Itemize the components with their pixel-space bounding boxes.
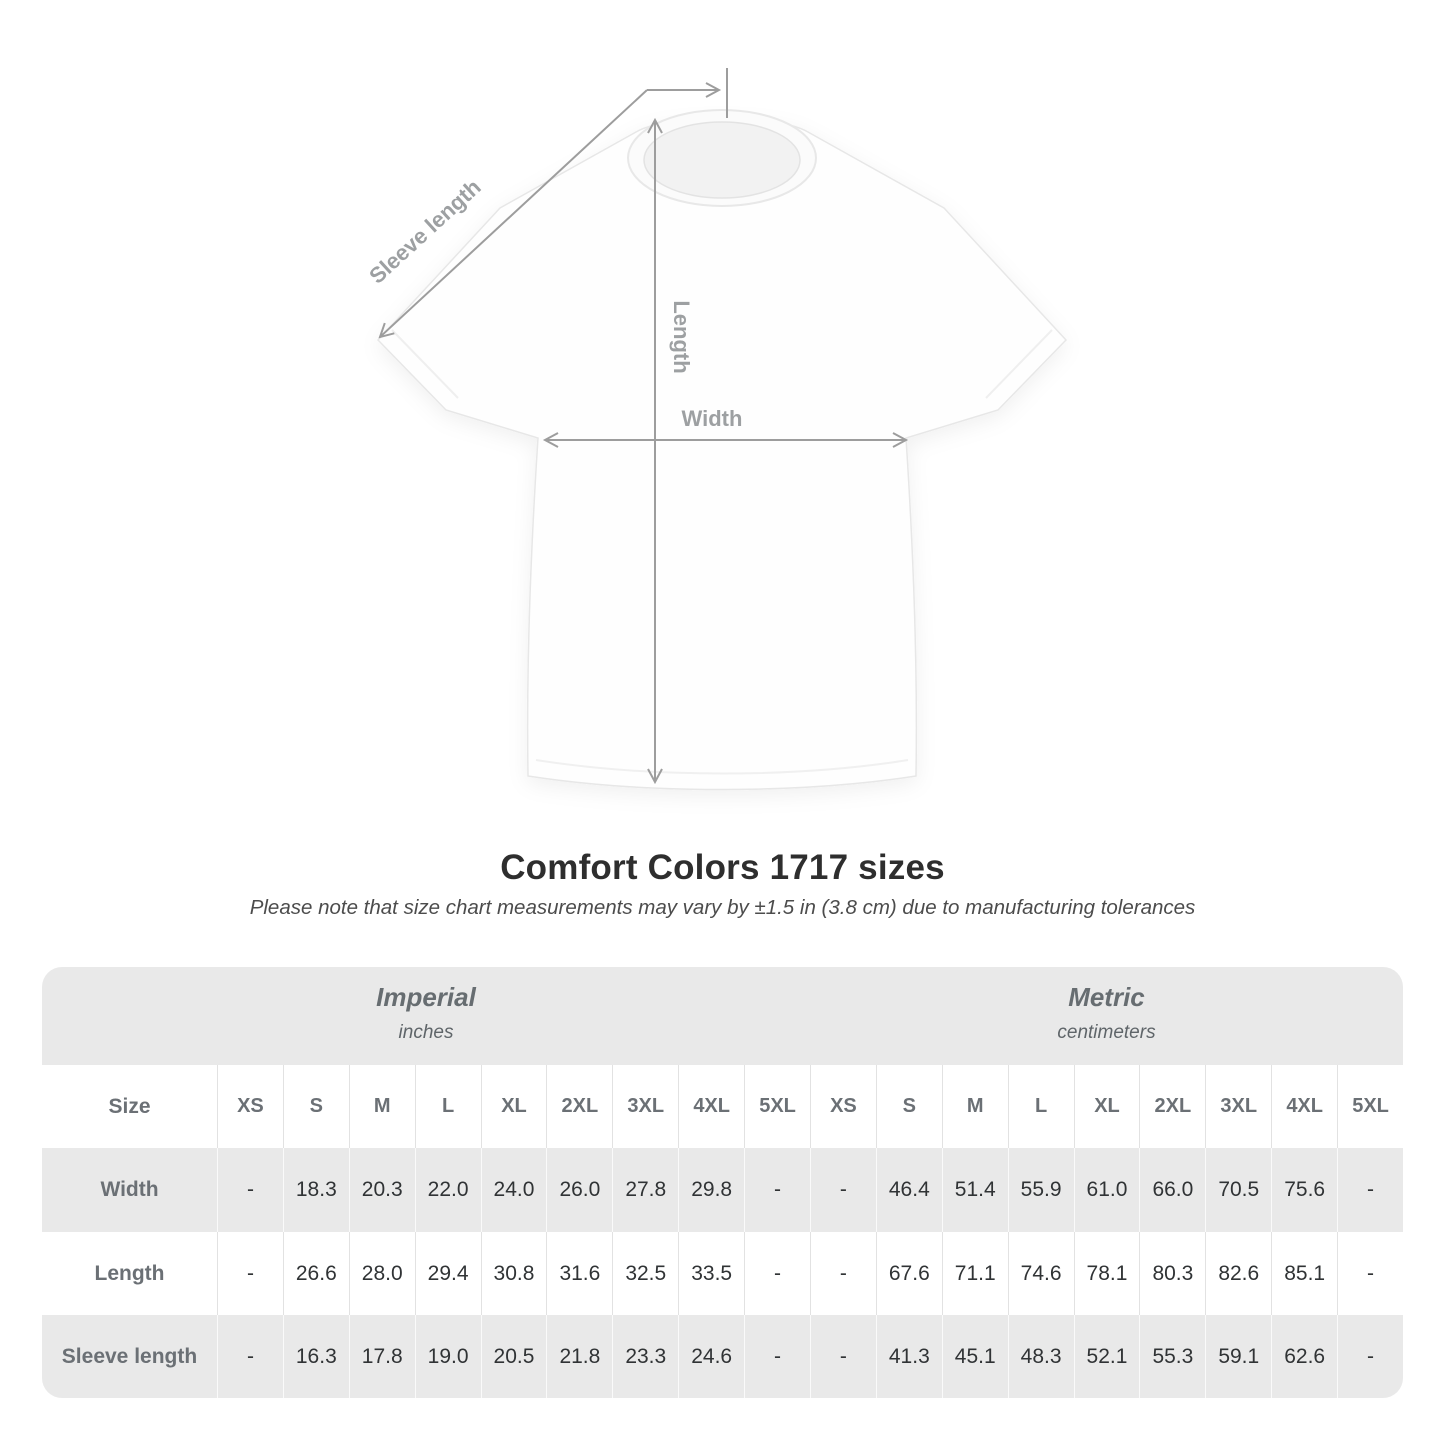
value-width-metric-l: 55.9 [1007,1148,1074,1232]
size-header-imperial-s: S [282,1065,349,1148]
size-header-imperial-5xl: 5XL [744,1065,810,1148]
value-length-metric-4xl: 85.1 [1271,1232,1338,1315]
size-header-imperial-2xl: 2XL [546,1065,613,1148]
value-sleeve-length-imperial-xs: - [217,1315,283,1398]
unit-sub-imperial: inches [398,1022,454,1043]
value-width-metric-3xl: 70.5 [1205,1148,1272,1232]
size-header-metric-xl: XL [1073,1065,1140,1148]
value-length-imperial-m: 28.0 [348,1232,415,1315]
value-width-imperial-5xl: - [744,1148,810,1232]
value-width-metric-m: 51.4 [941,1148,1008,1232]
value-sleeve-length-metric-2xl: 55.3 [1139,1315,1206,1398]
value-length-imperial-s: 26.6 [282,1232,349,1315]
value-sleeve-length-metric-3xl: 59.1 [1205,1315,1272,1398]
length-label: Length [669,300,694,373]
size-header-imperial-xs: XS [217,1065,283,1148]
value-length-imperial-5xl: - [744,1232,810,1315]
value-length-metric-5xl: - [1337,1232,1403,1315]
value-width-metric-5xl: - [1337,1148,1403,1232]
value-width-imperial-3xl: 27.8 [612,1148,679,1232]
unit-name-imperial: Imperial [376,982,476,1012]
value-length-metric-xs: - [809,1232,876,1315]
size-corner-header: Size [42,1065,217,1148]
value-length-metric-l: 74.6 [1007,1232,1074,1315]
value-sleeve-length-imperial-l: 19.0 [414,1315,481,1398]
value-width-imperial-xs: - [217,1148,283,1232]
value-length-metric-2xl: 80.3 [1139,1232,1206,1315]
unit-header-metric: Metric centimeters [809,967,1403,1065]
size-header-imperial-4xl: 4XL [678,1065,745,1148]
unit-name-metric: Metric [1068,982,1145,1012]
value-width-metric-xl: 61.0 [1073,1148,1140,1232]
value-width-imperial-m: 20.3 [348,1148,415,1232]
value-length-imperial-2xl: 31.6 [546,1232,613,1315]
size-header-imperial-xl: XL [480,1065,547,1148]
value-sleeve-length-metric-5xl: - [1337,1315,1403,1398]
tshirt-svg: Sleeve length Length Width [364,68,1068,791]
value-length-imperial-4xl: 33.5 [678,1232,745,1315]
value-length-metric-xl: 78.1 [1073,1232,1140,1315]
tshirt-measurement-diagram: Sleeve length Length Width [364,68,1068,791]
value-width-imperial-xl: 24.0 [480,1148,547,1232]
value-length-imperial-xs: - [217,1232,283,1315]
value-width-imperial-l: 22.0 [414,1148,481,1232]
width-label: Width [682,406,743,431]
value-sleeve-length-metric-m: 45.1 [941,1315,1008,1398]
size-header-imperial-l: L [414,1065,481,1148]
value-width-metric-4xl: 75.6 [1271,1148,1338,1232]
value-sleeve-length-metric-l: 48.3 [1007,1315,1074,1398]
value-length-imperial-3xl: 32.5 [612,1232,679,1315]
size-header-metric-s: S [875,1065,942,1148]
size-header-metric-2xl: 2XL [1139,1065,1206,1148]
value-sleeve-length-imperial-2xl: 21.8 [546,1315,613,1398]
value-sleeve-length-imperial-3xl: 23.3 [612,1315,679,1398]
value-width-imperial-s: 18.3 [282,1148,349,1232]
value-sleeve-length-metric-xs: - [809,1315,876,1398]
value-length-metric-3xl: 82.6 [1205,1232,1272,1315]
value-sleeve-length-imperial-xl: 20.5 [480,1315,547,1398]
value-sleeve-length-metric-s: 41.3 [875,1315,942,1398]
value-width-metric-s: 46.4 [875,1148,942,1232]
value-length-imperial-xl: 30.8 [480,1232,547,1315]
value-width-imperial-2xl: 26.0 [546,1148,613,1232]
value-sleeve-length-imperial-5xl: - [744,1315,810,1398]
collar-opening [643,121,801,199]
size-header-metric-3xl: 3XL [1205,1065,1272,1148]
row-label-sleeve-length: Sleeve length [42,1315,217,1398]
value-width-metric-xs: - [809,1148,876,1232]
value-sleeve-length-metric-xl: 52.1 [1073,1315,1140,1398]
size-header-metric-4xl: 4XL [1271,1065,1338,1148]
value-sleeve-length-imperial-s: 16.3 [282,1315,349,1398]
size-header-metric-xs: XS [809,1065,876,1148]
page-title: Comfort Colors 1717 sizes [500,848,945,887]
size-chart-table: Imperial inches Metric centimeters Size X… [42,967,1403,1398]
value-sleeve-length-imperial-4xl: 24.6 [678,1315,745,1398]
value-sleeve-length-imperial-m: 17.8 [348,1315,415,1398]
size-header-imperial-m: M [348,1065,415,1148]
value-width-imperial-4xl: 29.8 [678,1148,745,1232]
unit-header-imperial: Imperial inches [42,967,810,1065]
value-length-metric-s: 67.6 [875,1232,942,1315]
row-label-length: Length [42,1232,217,1315]
sleeve-length-arrow [378,68,728,339]
size-chart-grid: Imperial inches Metric centimeters Size X… [42,967,1403,1398]
tshirt-graphic [376,109,1068,791]
size-header-metric-m: M [941,1065,1008,1148]
page-subtitle: Please note that size chart measurements… [249,896,1196,919]
size-header-imperial-3xl: 3XL [612,1065,679,1148]
value-sleeve-length-metric-4xl: 62.6 [1271,1315,1338,1398]
value-length-metric-m: 71.1 [941,1232,1008,1315]
row-label-width: Width [42,1148,217,1232]
size-header-metric-5xl: 5XL [1337,1065,1403,1148]
value-length-imperial-l: 29.4 [414,1232,481,1315]
size-header-metric-l: L [1007,1065,1074,1148]
value-width-metric-2xl: 66.0 [1139,1148,1206,1232]
unit-sub-metric: centimeters [1057,1022,1156,1043]
